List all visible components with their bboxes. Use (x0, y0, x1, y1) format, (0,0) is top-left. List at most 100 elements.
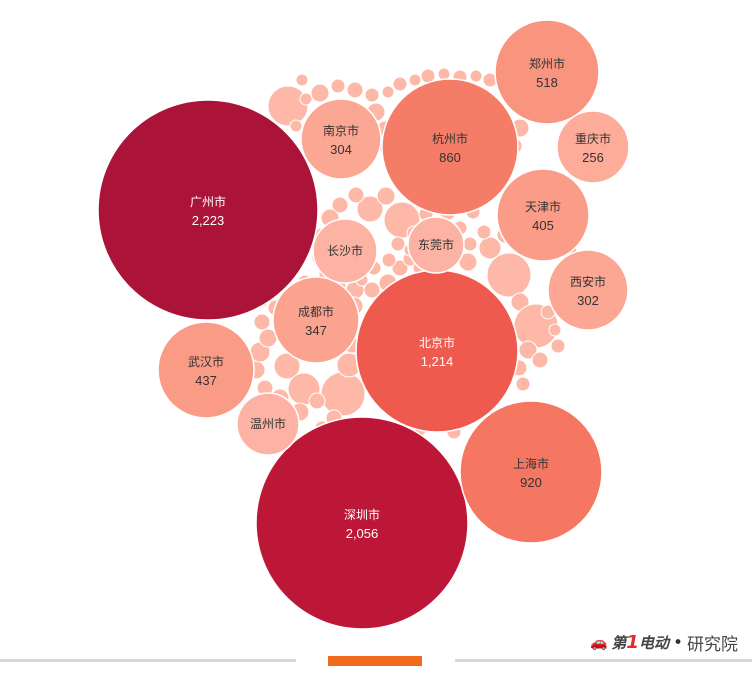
minor-bubble (310, 83, 330, 103)
bubble-value-label: 860 (439, 150, 461, 165)
bubble-value-label: 2,223 (192, 213, 225, 228)
minor-bubble (364, 87, 380, 103)
minor-bubble (408, 73, 422, 87)
bubble-8[interactable]: 天津市 405 (496, 168, 590, 262)
bubble-circle[interactable] (407, 216, 465, 274)
minor-bubble (331, 196, 349, 214)
bubble-14[interactable]: 东莞市 (407, 216, 465, 274)
bubble-circle[interactable] (312, 218, 378, 284)
minor-bubble (320, 371, 366, 417)
minor-bubble (518, 340, 538, 360)
minor-bubble (376, 186, 396, 206)
minor-bubble (469, 69, 483, 83)
bubble-13[interactable]: 长沙市 (312, 218, 378, 284)
minor-bubble (531, 351, 549, 369)
minor-bubble (363, 281, 381, 299)
bubble-value-label: 256 (582, 150, 604, 165)
bubble-7[interactable]: 武汉市 437 (157, 321, 255, 419)
minor-bubble (308, 392, 326, 410)
bubble-9[interactable]: 成都市 347 (272, 276, 360, 364)
minor-bubble (476, 224, 492, 240)
bubble-name-label: 广州市 (190, 194, 226, 209)
bubble-name-label: 成都市 (298, 304, 334, 319)
watermark-brand: 第1电动 (611, 632, 669, 653)
bubble-6[interactable]: 郑州市 518 (494, 19, 600, 125)
minor-bubble (550, 338, 566, 354)
bubble-value-label: 920 (520, 475, 542, 490)
minor-bubble (437, 67, 451, 81)
bubble-value-label: 518 (536, 75, 558, 90)
minor-bubble (392, 76, 408, 92)
car-icon: 🚗 (589, 634, 608, 651)
minor-bubble (356, 195, 384, 223)
watermark-logo: 🚗 第1电动 • 研究院 (590, 630, 738, 655)
major-bubbles: 广州市 2,223 深圳市 2,056 北京市 1,214 上海市 920 杭州市 860 郑州市 5… (97, 19, 630, 630)
bubble-circle[interactable] (459, 400, 603, 544)
bubble-value-label: 347 (305, 323, 327, 338)
minor-bubble (391, 259, 409, 277)
bubble-15[interactable]: 温州市 (236, 392, 300, 456)
minor-bubble (267, 85, 309, 127)
minor-bubble (515, 376, 531, 392)
bubble-1[interactable]: 广州市 2,223 (97, 99, 319, 321)
bubble-value-label: 2,056 (346, 526, 379, 541)
bubble-circle[interactable] (381, 78, 519, 216)
bubble-name-label: 杭州市 (432, 131, 468, 146)
bubble-circle[interactable] (300, 98, 382, 180)
bubble-name-label: 南京市 (323, 123, 359, 138)
bubble-value-label: 304 (330, 142, 352, 157)
bubble-10[interactable]: 南京市 304 (300, 98, 382, 180)
bubble-5[interactable]: 杭州市 860 (381, 78, 519, 216)
minor-bubble (346, 81, 364, 99)
footer-accent-bar (328, 656, 422, 666)
bubble-2[interactable]: 深圳市 2,056 (255, 416, 469, 630)
bubble-name-label: 重庆市 (575, 131, 611, 146)
bubble-name-label: 天津市 (525, 199, 561, 214)
bubble-name-label: 深圳市 (344, 507, 380, 522)
watermark-separator: • (672, 632, 683, 653)
bubble-name-label: 郑州市 (529, 56, 565, 71)
bubble-name-label: 温州市 (250, 416, 286, 431)
bubble-circle[interactable] (494, 19, 600, 125)
bubble-circle[interactable] (97, 99, 319, 321)
bubble-name-label: 武汉市 (188, 354, 224, 369)
bubble-name-label: 上海市 (513, 456, 549, 471)
minor-bubble (381, 85, 395, 99)
footer-divider-left (0, 659, 296, 662)
bubble-value-label: 302 (577, 293, 599, 308)
bubble-circle[interactable] (157, 321, 255, 419)
minor-bubble (330, 78, 346, 94)
bubble-circle[interactable] (556, 110, 630, 184)
minor-bubble (548, 323, 562, 337)
bubble-3[interactable]: 北京市 1,214 (355, 269, 519, 433)
bubble-name-label: 西安市 (570, 274, 606, 289)
minor-bubble (289, 119, 303, 133)
bubble-name-label: 长沙市 (327, 243, 363, 258)
minor-bubble (295, 73, 309, 87)
bubble-name-label: 东莞市 (418, 237, 454, 252)
bubble-circle[interactable] (255, 416, 469, 630)
watermark-suffix: 研究院 (687, 635, 738, 655)
bubble-12[interactable]: 重庆市 256 (556, 110, 630, 184)
minor-bubble (390, 236, 406, 252)
minor-bubble (273, 352, 301, 380)
bubble-circle[interactable] (236, 392, 300, 456)
bubble-circle[interactable] (272, 276, 360, 364)
bubble-name-label: 北京市 (419, 335, 455, 350)
minor-bubble (478, 236, 502, 260)
minor-bubble (462, 236, 478, 252)
bubble-value-label: 405 (532, 218, 554, 233)
bubble-circle[interactable] (547, 249, 629, 331)
bubble-circle[interactable] (355, 269, 519, 433)
bubble-value-label: 437 (195, 373, 217, 388)
bubble-value-label: 1,214 (421, 354, 454, 369)
bubble-4[interactable]: 上海市 920 (459, 400, 603, 544)
bubble-11[interactable]: 西安市 302 (547, 249, 629, 331)
minor-bubble (299, 92, 313, 106)
minor-bubble (381, 252, 397, 268)
bubble-circle[interactable] (496, 168, 590, 262)
minor-bubble (486, 252, 532, 298)
footer-divider-right (455, 659, 752, 662)
minor-bubble (253, 313, 271, 331)
